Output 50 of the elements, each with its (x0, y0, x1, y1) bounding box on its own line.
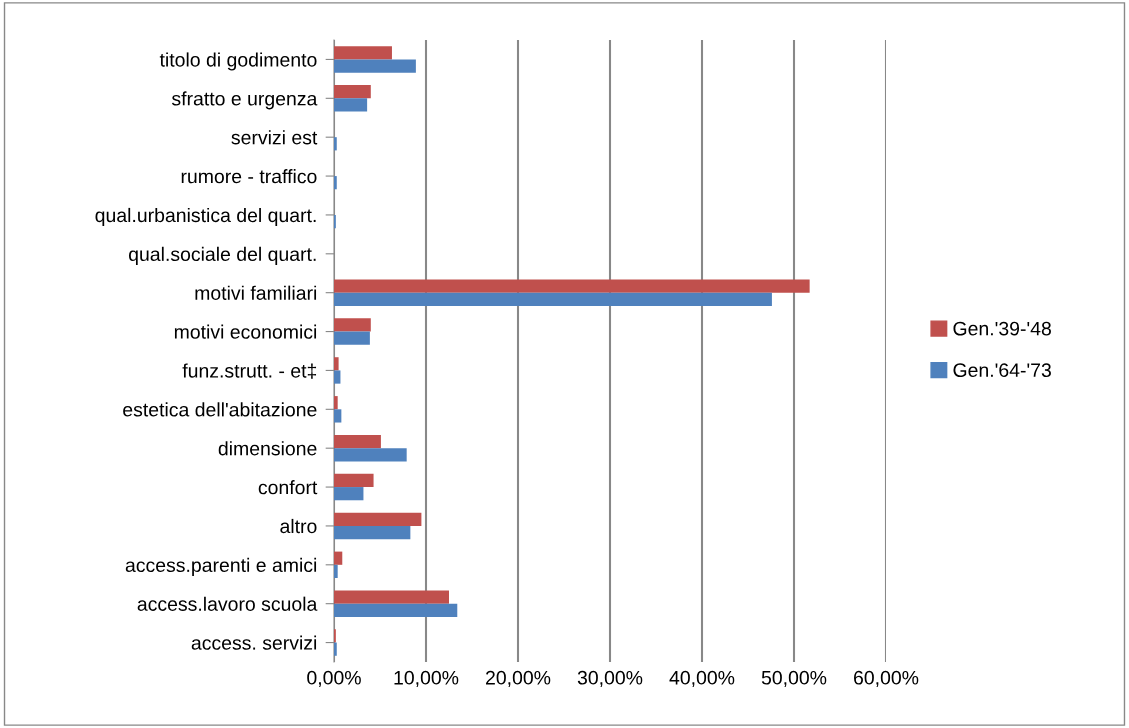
y-tick-label: motivi economici (174, 324, 317, 339)
bar (334, 46, 392, 60)
y-tick-label: servizi est (231, 130, 318, 145)
bar (334, 318, 371, 332)
y-tick-label: funz.strutt. - et‡ (182, 363, 317, 379)
bar (334, 85, 371, 99)
bar (334, 551, 343, 565)
y-tick-label: access. servizi (191, 635, 317, 650)
bar (334, 603, 458, 617)
y-tick-label: motivi familiari (195, 285, 317, 300)
y-tick-label: estetica dell'abitazione (123, 402, 317, 417)
y-tick-label: qual.sociale del quart. (129, 246, 316, 265)
bar (334, 176, 337, 190)
y-tick-label: dimensione (218, 441, 317, 456)
legend-label: Gen.'39-'48 (953, 321, 1051, 336)
x-tick-label: 20,00% (486, 670, 551, 687)
bar (334, 396, 338, 410)
bar (334, 98, 368, 112)
y-tick-label: access.parenti e amici (125, 557, 317, 576)
bar (334, 409, 342, 423)
x-tick-label: 40,00% (669, 670, 735, 687)
bar (334, 525, 411, 540)
x-tick-label: 10,00% (394, 670, 459, 687)
bar (334, 357, 339, 371)
y-tick-label: confort (258, 480, 318, 495)
bar (334, 448, 407, 462)
x-tick-label: 0,00% (307, 670, 361, 687)
x-tick-label: 60,00% (854, 670, 919, 687)
bar (334, 59, 416, 73)
bar (334, 292, 772, 306)
bar (334, 137, 337, 151)
bar (334, 279, 810, 293)
y-tick-label: rumore - traffico (181, 169, 317, 184)
y-tick-label: qual.urbanistica del quart. (95, 207, 316, 227)
bar (334, 370, 341, 384)
y-tick-label: titolo di godimento (159, 52, 317, 71)
y-tick-label: altro (280, 518, 317, 534)
bar (334, 512, 422, 526)
x-tick-label: 50,00% (761, 670, 827, 687)
x-tick-label: 30,00% (577, 670, 643, 687)
bar (334, 473, 374, 488)
bar (334, 590, 449, 604)
bar (334, 487, 364, 501)
legend-label: Gen.'64-'73 (953, 363, 1051, 378)
bar (334, 331, 370, 345)
bar (334, 564, 338, 579)
y-tick-label: access.lavoro scuola (137, 596, 318, 611)
y-tick-label: sfratto e urgenza (171, 91, 318, 110)
bar (334, 642, 337, 656)
bar (334, 434, 381, 449)
